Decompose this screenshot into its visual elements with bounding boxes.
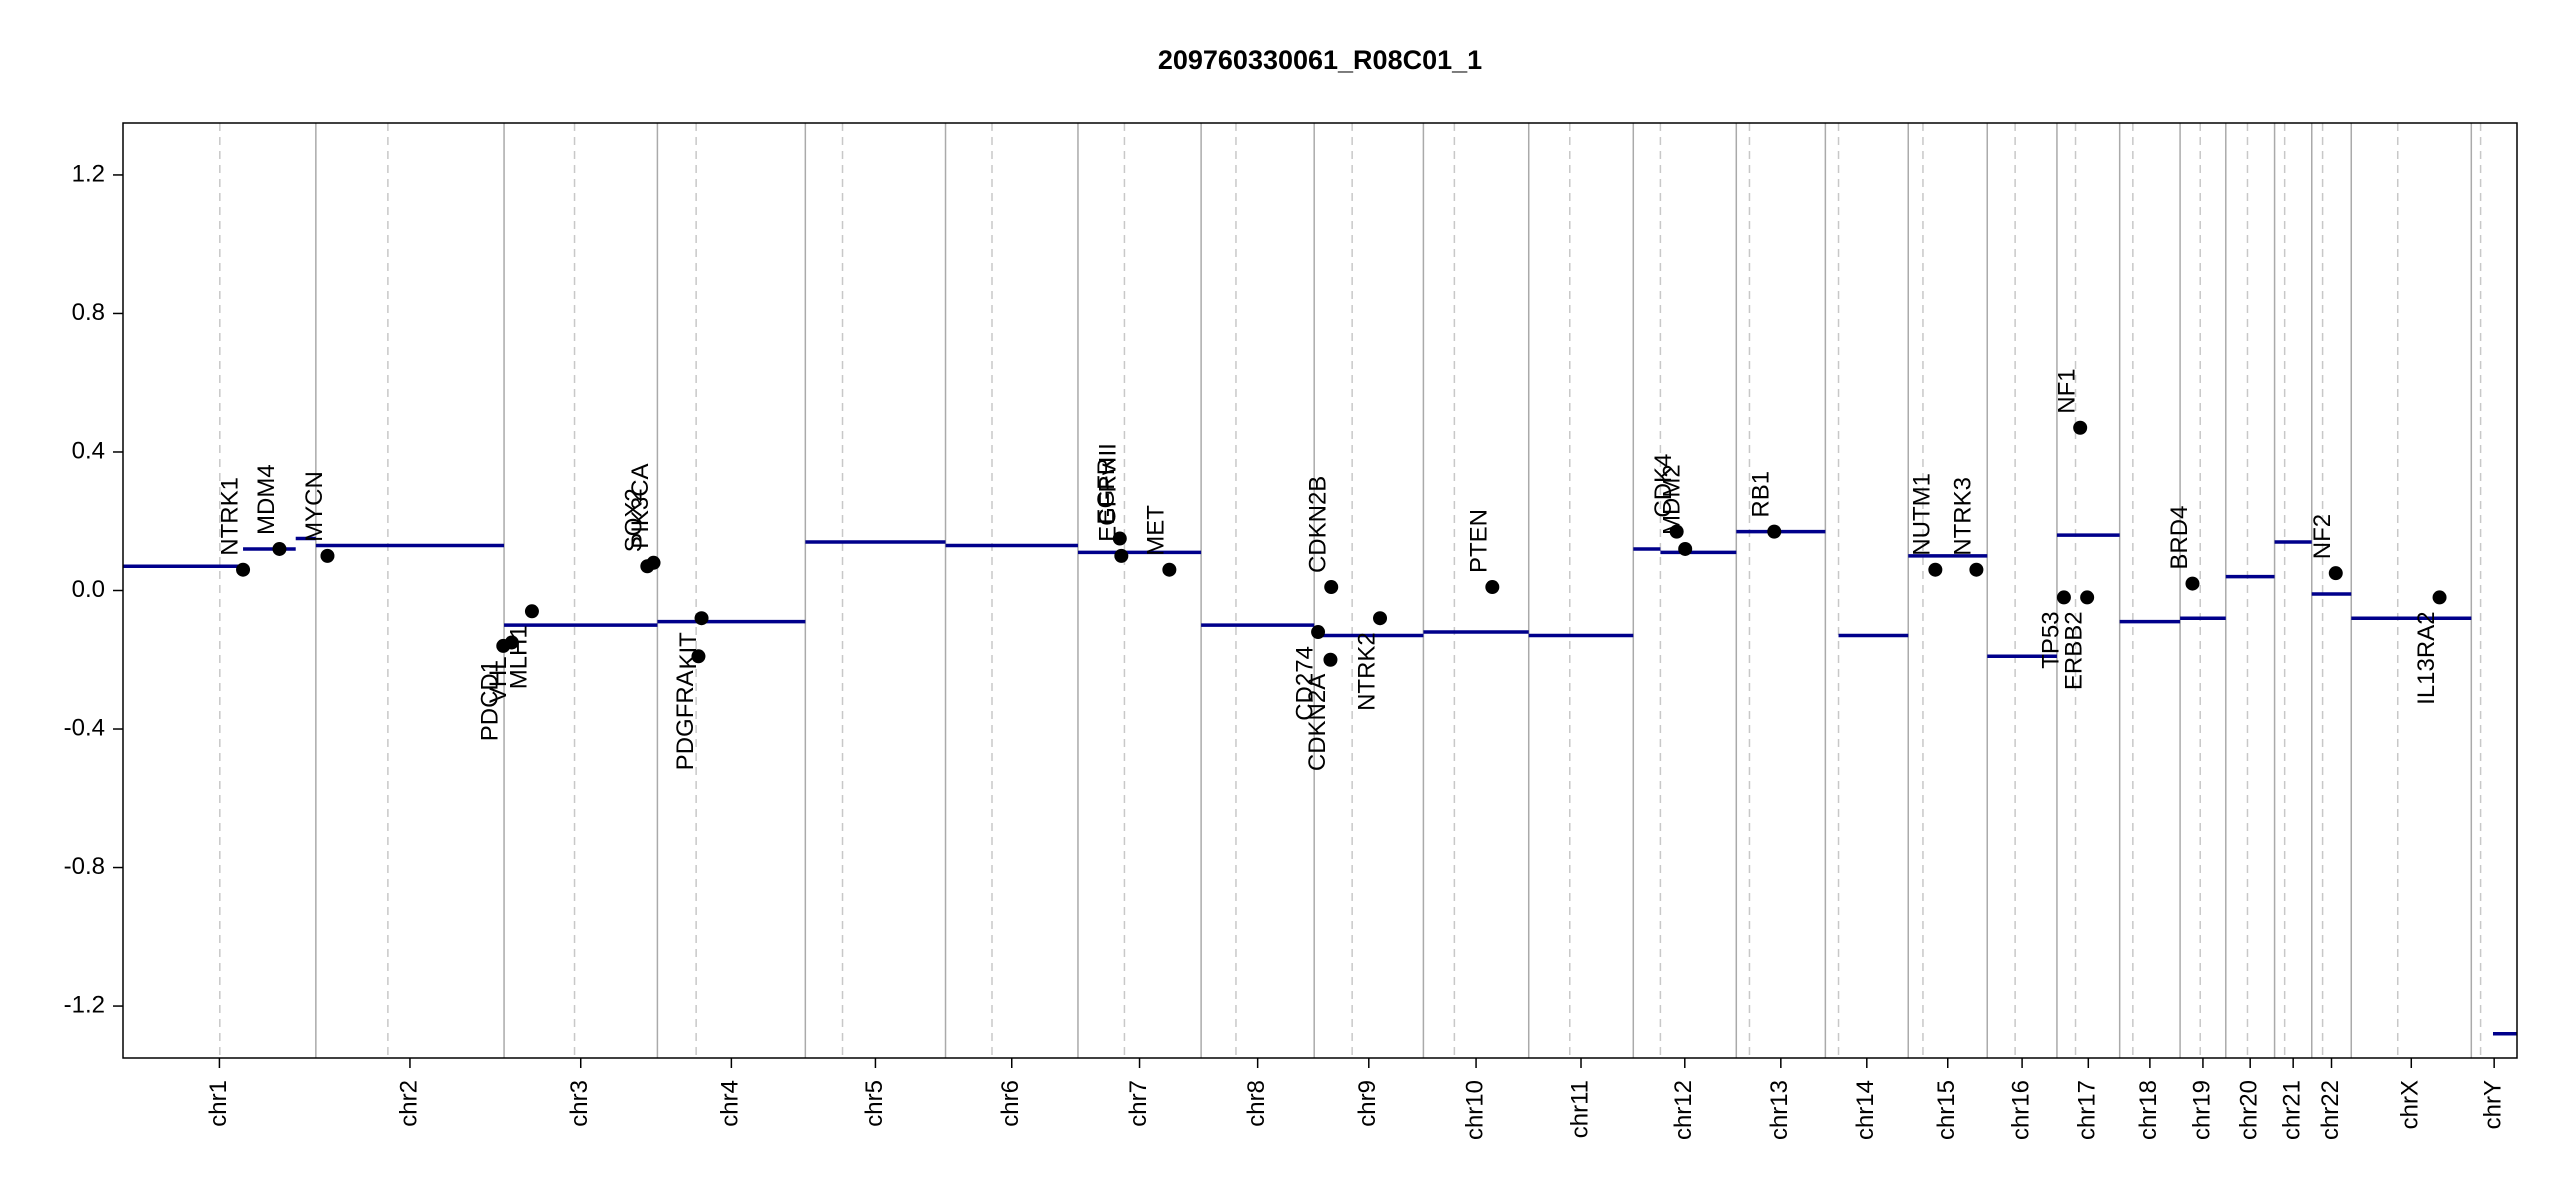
gene-label: MYCN: [301, 471, 328, 542]
gene-point: [1767, 524, 1782, 539]
x-tick-label: chr19: [2188, 1080, 2215, 1140]
x-tick-label: chrY: [2479, 1080, 2506, 1129]
y-tick-label: -0.8: [64, 853, 105, 880]
gene-point: [1162, 562, 1177, 577]
gene-label: KIT: [675, 632, 702, 670]
x-tick-label: chr16: [2007, 1080, 2034, 1140]
gene-label: MDM4: [253, 464, 280, 535]
gene-point: [504, 635, 519, 650]
y-tick-label: -1.2: [64, 991, 105, 1018]
gene-label: ERBB2: [2060, 611, 2087, 690]
gene-label: NUTM1: [1909, 473, 1936, 556]
gene-point: [691, 649, 706, 664]
gene-point: [646, 555, 661, 570]
gene-point: [1969, 562, 1984, 577]
gene-label: PDCD1: [477, 660, 504, 741]
gene-point: [1114, 548, 1129, 563]
x-tick-label: chr7: [1125, 1080, 1152, 1127]
gene-label: SOX2: [621, 488, 648, 552]
gene-label: RB1: [1748, 471, 1775, 518]
gene-point: [1485, 580, 1500, 595]
plot-frame: [122, 122, 2518, 1059]
gene-point: [236, 562, 251, 577]
gene-point: [524, 604, 539, 619]
x-tick-label: chr13: [1766, 1080, 1793, 1140]
gene-label: NTRK3: [1950, 477, 1977, 556]
y-tick-label: 0.0: [72, 576, 105, 603]
gene-point: [2080, 590, 2095, 605]
gene-point: [1112, 531, 1127, 546]
gene-point: [1669, 524, 1684, 539]
x-tick-label: chr21: [2279, 1080, 2306, 1140]
gene-label: NTRK1: [216, 477, 243, 556]
gene-label: EGFR: [1093, 458, 1120, 525]
gene-point: [1928, 562, 1943, 577]
x-tick-label: chr1: [205, 1080, 232, 1127]
gene-label: NF1: [2054, 368, 2081, 413]
gene-label: PTEN: [1466, 509, 1493, 573]
x-tick-label: chr4: [717, 1080, 744, 1127]
x-tick-label: chr3: [566, 1080, 593, 1127]
gene-label: CDK4: [1650, 454, 1677, 518]
gene-label: EGFRvIII: [1095, 443, 1122, 542]
x-tick-label: chr12: [1670, 1080, 1697, 1140]
x-tick-label: chr11: [1566, 1080, 1593, 1138]
y-tick-label: 0.4: [72, 437, 105, 464]
x-tick-label: chr5: [861, 1080, 888, 1127]
y-tick-label: 0.8: [72, 299, 105, 326]
x-tick-label: chrX: [2397, 1080, 2424, 1129]
x-tick-label: chr2: [395, 1080, 422, 1127]
x-tick-label: chr18: [2135, 1080, 2162, 1140]
gene-point: [320, 548, 335, 563]
gene-point: [694, 611, 709, 626]
gene-point: [2073, 420, 2088, 435]
x-tick-label: chr20: [2236, 1080, 2263, 1140]
x-tick-label: chr14: [1852, 1080, 1879, 1140]
x-tick-label: chr6: [997, 1080, 1024, 1127]
gene-label: CDKN2A: [1304, 674, 1331, 771]
gene-label: TP53: [2037, 611, 2064, 668]
x-tick-label: chr22: [2317, 1080, 2344, 1140]
x-tick-label: chr9: [1354, 1080, 1381, 1127]
x-tick-label: chr17: [2074, 1080, 2101, 1140]
gene-point: [2185, 576, 2200, 591]
gene-label: PIK3CA: [627, 463, 654, 548]
gene-point: [2056, 590, 2071, 605]
gene-label: BRD4: [2166, 506, 2193, 570]
gene-point: [2432, 590, 2447, 605]
gene-label: NTRK2: [1353, 632, 1380, 711]
x-tick-label: chr8: [1243, 1080, 1270, 1127]
gene-label: NF2: [2309, 514, 2336, 559]
gene-label: MLH1: [505, 625, 532, 689]
gene-label: VHL: [485, 656, 512, 703]
gene-label: PDGFRA: [672, 670, 699, 770]
x-tick-label: chr10: [1461, 1080, 1488, 1140]
chart-title: 209760330061_R08C01_1: [1158, 45, 1482, 75]
gene-point: [1324, 580, 1339, 595]
x-tick-label: chr15: [1933, 1080, 1960, 1140]
gene-label: IL13RA2: [2413, 611, 2440, 704]
gene-point: [1311, 625, 1326, 640]
gene-point: [1323, 652, 1338, 667]
gene-label: CDKN2B: [1305, 476, 1332, 573]
gene-label: MDM2: [1659, 464, 1686, 535]
gene-point: [2328, 566, 2343, 581]
y-tick-label: 1.2: [72, 160, 105, 187]
gene-point: [1373, 611, 1388, 626]
y-tick-label: -0.4: [64, 714, 105, 741]
gene-label: CD274: [1291, 646, 1318, 721]
gene-label: MET: [1143, 505, 1170, 556]
gene-point: [1678, 541, 1693, 556]
gene-point: [272, 541, 287, 556]
